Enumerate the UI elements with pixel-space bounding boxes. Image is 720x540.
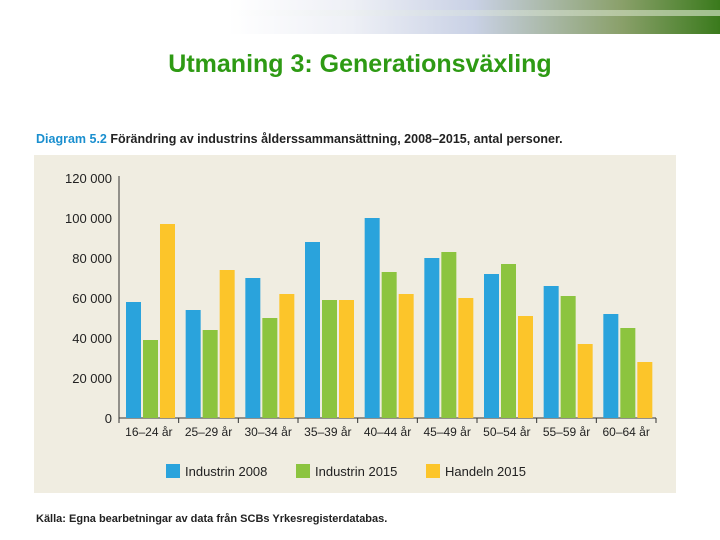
y-tick-label: 80 000 — [72, 251, 112, 266]
legend-swatch — [296, 464, 310, 478]
source-note: Källa: Egna bearbetningar av data från S… — [36, 513, 388, 525]
y-tick-label: 40 000 — [72, 331, 112, 346]
x-tick-label: 60–64 år — [602, 425, 649, 439]
x-tick-label: 45–49 år — [423, 425, 470, 439]
y-tick-label: 60 000 — [72, 291, 112, 306]
bar — [381, 272, 397, 418]
bar — [262, 318, 278, 418]
legend-label: Industrin 2008 — [185, 464, 267, 479]
x-tick-label: 30–34 år — [244, 425, 291, 439]
legend-swatch — [426, 464, 440, 478]
x-tick-label: 25–29 år — [185, 425, 232, 439]
bar — [543, 286, 559, 418]
bar — [458, 298, 474, 418]
y-tick-label: 120 000 — [65, 171, 112, 186]
chart-panel: 0 20 000 40 000 60 000 80 000 100 000 120 000 1… — [34, 155, 676, 493]
legend-label: Industrin 2015 — [315, 464, 397, 479]
bar — [560, 296, 576, 418]
header-decoration — [228, 0, 720, 34]
figure-caption-text: Förändring av industrins ålderssammansät… — [110, 132, 563, 146]
bar-chart: 0 20 000 40 000 60 000 80 000 100 000 120 000 1… — [65, 171, 657, 479]
x-tick-label: 35–39 år — [304, 425, 351, 439]
legend-label: Handeln 2015 — [445, 464, 526, 479]
x-tick-label: 50–54 år — [483, 425, 530, 439]
bar — [185, 310, 201, 418]
y-tick-label: 0 — [105, 411, 112, 426]
bar — [202, 330, 218, 418]
bar — [219, 270, 235, 418]
bar — [279, 294, 295, 418]
bar — [364, 218, 380, 418]
bar — [160, 224, 175, 418]
bar — [637, 362, 653, 418]
y-tick-label: 100 000 — [65, 211, 112, 226]
x-tick-label: 55–59 år — [543, 425, 590, 439]
bar — [339, 300, 354, 418]
slide-title: Utmaning 3: Generationsväxling — [168, 50, 552, 78]
bar — [322, 300, 337, 418]
bar — [620, 328, 636, 418]
x-tick-label: 16–24 år — [125, 425, 172, 439]
bar — [603, 314, 619, 418]
bar — [398, 294, 414, 418]
bar — [441, 252, 457, 418]
bar — [501, 264, 516, 418]
bar — [305, 242, 320, 418]
bar — [245, 278, 261, 418]
bar — [484, 274, 499, 418]
x-tick-label: 40–44 år — [364, 425, 411, 439]
legend-swatch — [166, 464, 180, 478]
figure-number: Diagram 5.2 — [36, 132, 107, 146]
bar — [143, 340, 158, 418]
bar — [424, 258, 440, 418]
y-tick-label: 20 000 — [72, 371, 112, 386]
bar — [518, 316, 533, 418]
figure-caption: Diagram 5.2 Förändring av industrins åld… — [36, 132, 563, 146]
bar — [126, 302, 141, 418]
bar — [577, 344, 593, 418]
